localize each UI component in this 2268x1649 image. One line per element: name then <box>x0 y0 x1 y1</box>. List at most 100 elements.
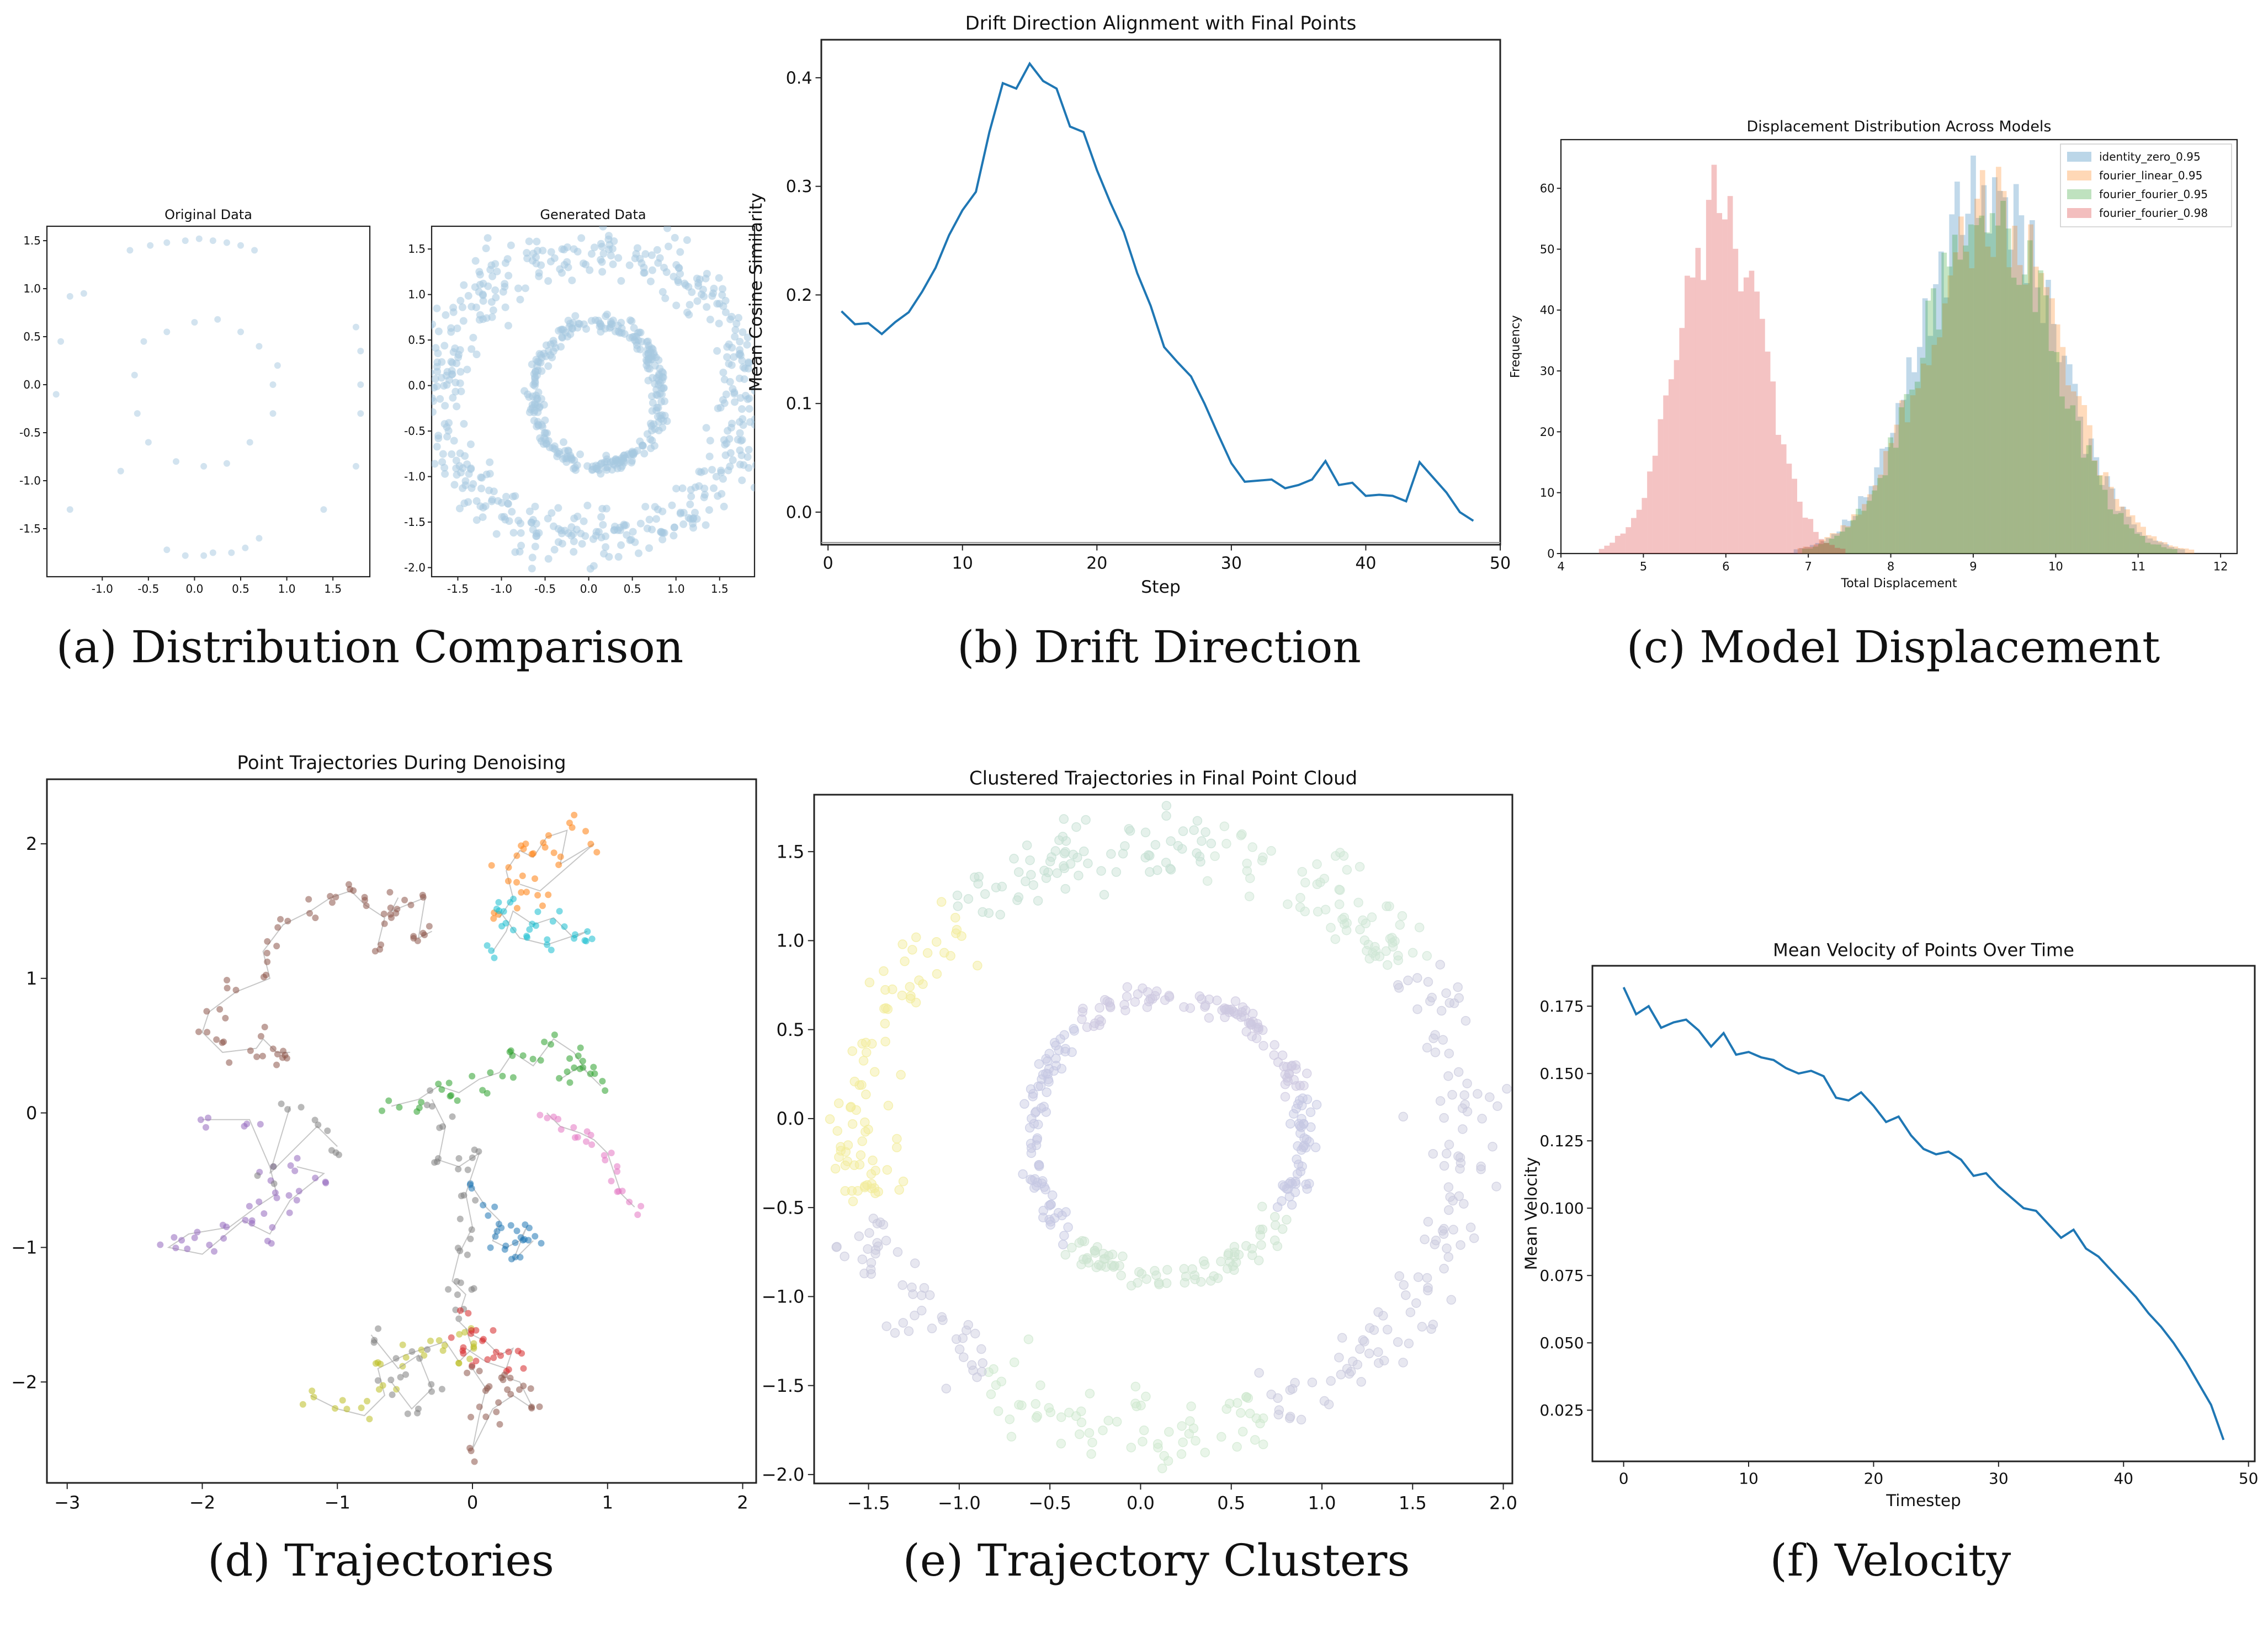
data-point <box>1150 840 1161 850</box>
data-point <box>906 991 916 1001</box>
data-point <box>1013 867 1024 877</box>
data-point <box>700 292 708 301</box>
data-point <box>633 345 641 353</box>
histogram-bar <box>2062 355 2067 554</box>
chart-title: Displacement Distribution Across Models <box>1746 118 2051 135</box>
trajectory-point <box>332 893 339 901</box>
data-point <box>52 391 60 398</box>
histogram-bar <box>1890 433 1896 554</box>
data-point <box>544 277 553 285</box>
histogram-bar <box>1877 478 1883 554</box>
chart-a2: Generated Data-1.5 -1.0 -0.5 0.0 0.5 1.0 1.51.… <box>404 207 756 595</box>
data-point <box>1083 1258 1094 1268</box>
data-point <box>487 298 496 306</box>
trajectory-point <box>253 1053 261 1060</box>
data-point <box>573 323 582 332</box>
data-point <box>570 465 578 473</box>
data-point <box>450 481 459 489</box>
data-point <box>1088 1021 1099 1031</box>
data-point <box>736 460 744 469</box>
trajectory-point <box>557 853 564 860</box>
data-point <box>1252 1019 1262 1029</box>
histogram-bar <box>1836 531 1842 554</box>
data-point <box>1304 1179 1314 1189</box>
data-point <box>936 897 947 907</box>
data-point <box>932 969 942 979</box>
data-point <box>1311 1099 1322 1110</box>
trajectory-point <box>484 1090 491 1097</box>
data-point <box>833 1098 844 1108</box>
data-point <box>1488 1141 1497 1152</box>
trajectory-point <box>286 1209 293 1216</box>
data-point <box>1373 1307 1383 1317</box>
data-point <box>614 254 623 262</box>
histogram-bar <box>1942 303 1948 554</box>
data-point <box>1381 946 1391 956</box>
trajectory-point <box>526 926 533 933</box>
data-point <box>686 301 694 309</box>
histogram-bar <box>1754 291 1760 554</box>
data-point <box>597 240 605 248</box>
x-tick-label: 10 <box>952 554 973 573</box>
data-point <box>1266 1390 1276 1400</box>
histogram-bar <box>1990 257 1996 554</box>
data-point <box>941 1384 952 1393</box>
histogram-bar <box>1690 277 1696 554</box>
data-point <box>586 266 594 274</box>
trajectory-point <box>261 1024 268 1031</box>
data-point <box>625 261 634 269</box>
data-point <box>1054 835 1064 845</box>
data-point <box>683 236 691 244</box>
data-point <box>739 415 747 423</box>
histogram-bar <box>2108 487 2114 554</box>
data-point <box>730 353 738 361</box>
data-point <box>705 506 713 514</box>
data-point <box>547 248 555 256</box>
trajectory-point <box>284 918 291 925</box>
data-point <box>840 1160 851 1171</box>
data-point <box>80 290 87 297</box>
trajectory-point <box>495 899 502 906</box>
data-point <box>919 1283 929 1293</box>
data-point <box>1044 1049 1054 1058</box>
trajectory <box>448 1307 527 1375</box>
data-point <box>1140 827 1151 838</box>
trajectory-point <box>392 1355 400 1362</box>
data-point <box>931 937 942 947</box>
histogram-bar <box>2151 536 2157 554</box>
data-point <box>1413 1272 1424 1282</box>
data-point <box>607 323 615 331</box>
trajectory-point <box>570 1124 577 1131</box>
data-point <box>978 1358 988 1368</box>
y-tick-label: 0.1 <box>786 395 812 414</box>
y-tick-label: 0.0 <box>777 1108 805 1129</box>
trajectory-point <box>423 1102 431 1109</box>
data-point <box>532 519 540 528</box>
data-point <box>617 318 625 327</box>
trajectory-point <box>232 987 240 994</box>
histogram-bar <box>2169 547 2175 554</box>
data-point <box>449 393 457 402</box>
x-tick-label: 8 <box>1887 560 1894 573</box>
trajectory-point <box>260 974 267 981</box>
data-point <box>1201 827 1210 837</box>
data-point <box>910 1310 920 1321</box>
data-point <box>996 1376 1007 1387</box>
data-point <box>670 531 678 540</box>
data-point <box>1405 1307 1416 1317</box>
histogram-bar <box>2005 228 2011 554</box>
trajectory-point <box>513 852 520 859</box>
data-point <box>1251 1413 1262 1423</box>
data-point <box>986 1389 996 1400</box>
data-point <box>570 547 578 556</box>
trajectory-point <box>608 1150 615 1157</box>
histogram-bar <box>2087 425 2092 554</box>
data-point <box>825 1114 835 1124</box>
data-point <box>671 233 679 242</box>
data-point <box>627 535 635 544</box>
trajectory-point <box>528 1403 535 1411</box>
data-point <box>752 461 755 469</box>
data-point <box>1071 822 1081 832</box>
data-point <box>1052 868 1062 878</box>
x-tick-label: -0.5 <box>137 582 159 595</box>
